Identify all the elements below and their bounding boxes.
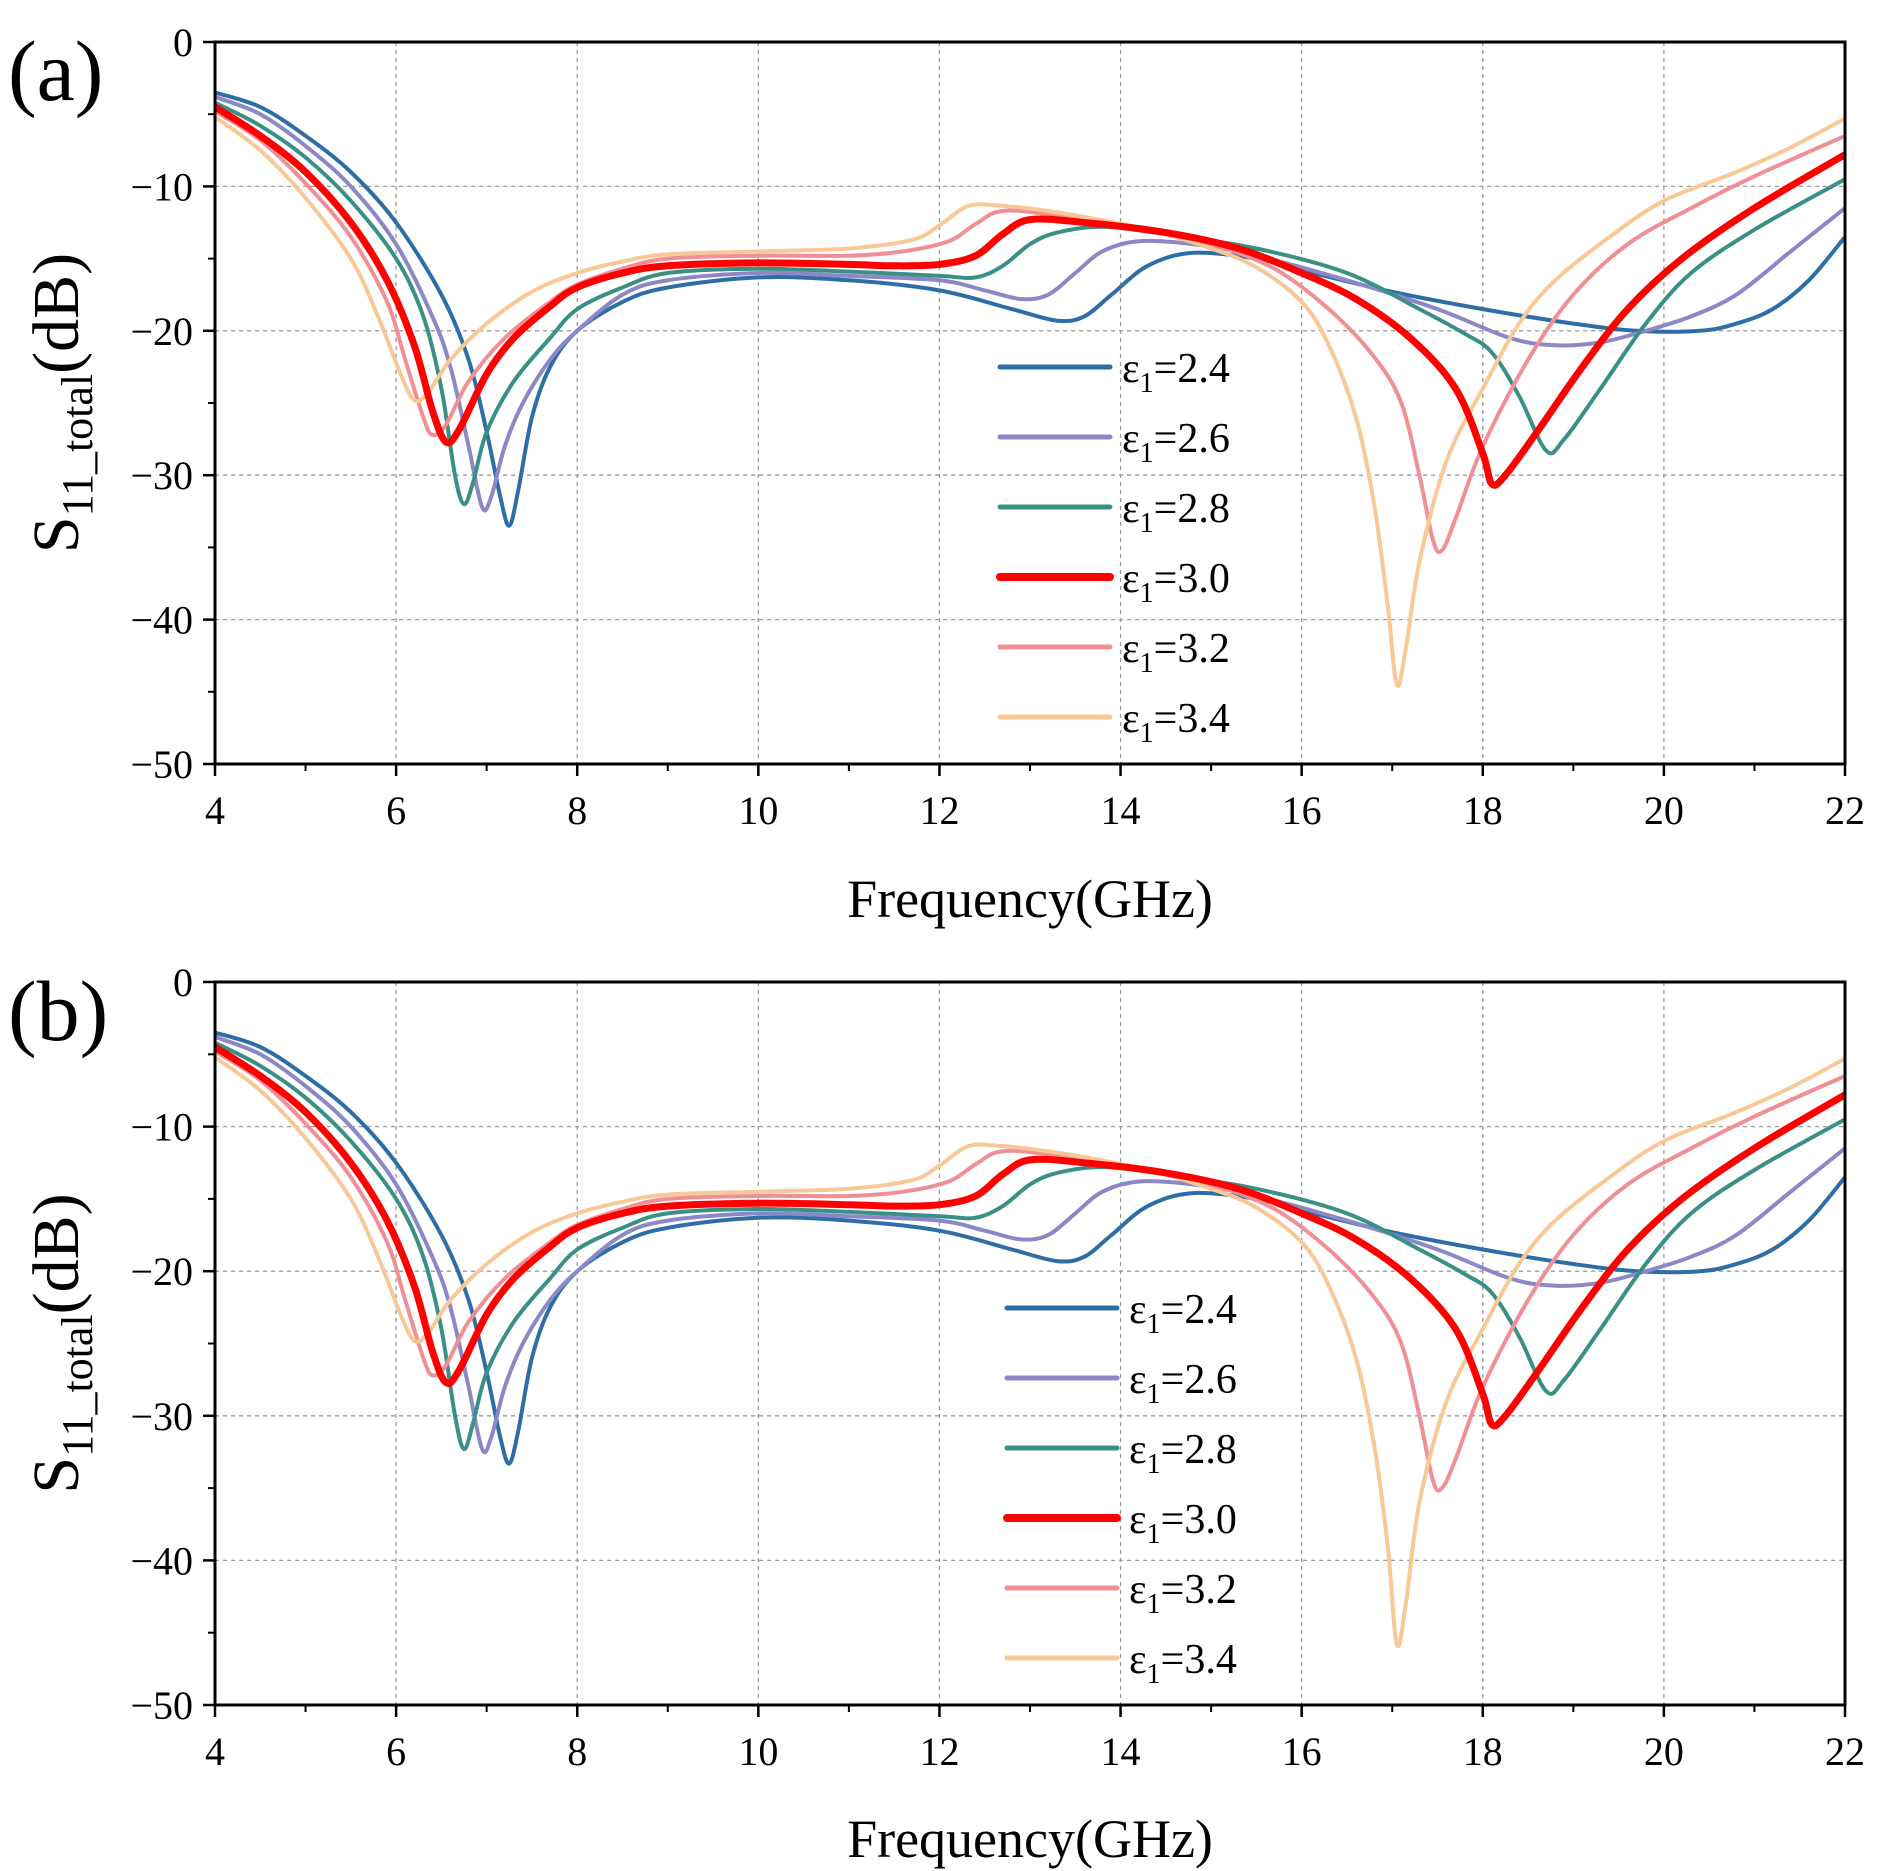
legend: ε1=2.4 ε1=2.6 ε1=2.8 ε1=3.0 ε1=3.2 ε1=3.4 — [996, 346, 1230, 749]
x-tick-label: 20 — [1644, 1729, 1684, 1774]
series-group — [215, 90, 1845, 688]
y-label-main: S — [20, 516, 93, 553]
series-line-0 — [215, 1030, 1845, 1466]
x-tick-label: 4 — [205, 788, 225, 833]
x-tick-label: 14 — [1101, 1729, 1141, 1774]
y-tick-label: −10 — [130, 1105, 193, 1150]
y-tick-label: −20 — [130, 309, 193, 354]
panel-label: (a) — [8, 23, 103, 119]
y-label-sub: 11_total — [53, 374, 102, 517]
legend-label-3: ε1=3.0 — [1129, 1497, 1237, 1550]
y-label-main: S — [20, 1457, 93, 1494]
legend-label-1: ε1=2.6 — [1122, 416, 1230, 469]
x-tick-label: 6 — [386, 788, 406, 833]
legend-label-3: ε1=3.0 — [1122, 556, 1230, 609]
series-line-2 — [215, 1040, 1845, 1452]
x-tick-label: 4 — [205, 1729, 225, 1774]
legend: ε1=2.4 ε1=2.6 ε1=2.8 ε1=3.0 ε1=3.2 ε1=3.4 — [1003, 1287, 1237, 1690]
x-tick-label: 16 — [1282, 1729, 1322, 1774]
y-tick-label: −30 — [130, 1394, 193, 1439]
grid — [215, 982, 1845, 1705]
x-tick-label: 10 — [738, 788, 778, 833]
y-tick-label: 0 — [173, 20, 193, 65]
x-tick-label: 18 — [1463, 788, 1503, 833]
x-tick-label: 22 — [1825, 788, 1865, 833]
series-line-3 — [215, 1043, 1845, 1430]
grid — [215, 42, 1845, 764]
legend-label-1: ε1=2.6 — [1129, 1357, 1237, 1410]
y-label-unit: (dB) — [20, 1193, 93, 1314]
legend-label-4: ε1=3.2 — [1122, 626, 1230, 679]
y-tick-label: −50 — [130, 1683, 193, 1728]
legend-label-0: ε1=2.4 — [1129, 1287, 1237, 1340]
x-tick-label: 6 — [386, 1729, 406, 1774]
y-axis-label: S11_total(dB) — [20, 253, 102, 553]
series-group — [215, 1030, 1845, 1649]
series-line-0 — [215, 90, 1845, 528]
y-tick-label: −30 — [130, 453, 193, 498]
series-line-2 — [215, 100, 1845, 507]
x-tick-label: 12 — [919, 1729, 959, 1774]
x-tick-label: 16 — [1282, 788, 1322, 833]
y-tick-label: −40 — [130, 1538, 193, 1583]
y-tick-label: −40 — [130, 598, 193, 643]
x-axis-label: Frequency(GHz) — [847, 869, 1213, 929]
legend-label-2: ε1=2.8 — [1122, 486, 1230, 539]
series-line-1 — [215, 1034, 1845, 1455]
y-tick-label: −50 — [130, 742, 193, 787]
series-line-3 — [215, 103, 1845, 489]
y-tick-label: −10 — [130, 164, 193, 209]
x-tick-label: 14 — [1101, 788, 1141, 833]
x-axis-label: Frequency(GHz) — [847, 1809, 1213, 1869]
legend-label-2: ε1=2.8 — [1129, 1427, 1237, 1480]
x-tick-label: 12 — [919, 788, 959, 833]
legend-label-5: ε1=3.4 — [1122, 696, 1230, 749]
y-label-sub: 11_total — [53, 1314, 102, 1457]
y-tick-label: −20 — [130, 1249, 193, 1294]
x-tick-label: 8 — [567, 788, 587, 833]
legend-label-5: ε1=3.4 — [1129, 1637, 1237, 1690]
y-tick-label: 0 — [173, 960, 193, 1005]
y-axis-label: S11_total(dB) — [20, 1193, 102, 1493]
x-tick-label: 20 — [1644, 788, 1684, 833]
x-tick-label: 8 — [567, 1729, 587, 1774]
y-label-unit: (dB) — [20, 253, 93, 374]
x-tick-label: 22 — [1825, 1729, 1865, 1774]
chart-panel-a: (a) 4 6 8 10 12 14 16 18 20 22 0 −10 −20 −30 −40 −50 Freq… — [8, 20, 1865, 929]
chart-panel-b: (b) 4 6 8 10 12 14 16 18 20 22 0 −10 −20 −30 −40 −50 Freq… — [8, 960, 1865, 1869]
panel-label: (b) — [8, 963, 108, 1059]
legend-label-0: ε1=2.4 — [1122, 346, 1230, 399]
x-tick-label: 18 — [1463, 1729, 1503, 1774]
legend-label-4: ε1=3.2 — [1129, 1567, 1237, 1620]
x-tick-label: 10 — [738, 1729, 778, 1774]
series-line-1 — [215, 94, 1845, 513]
